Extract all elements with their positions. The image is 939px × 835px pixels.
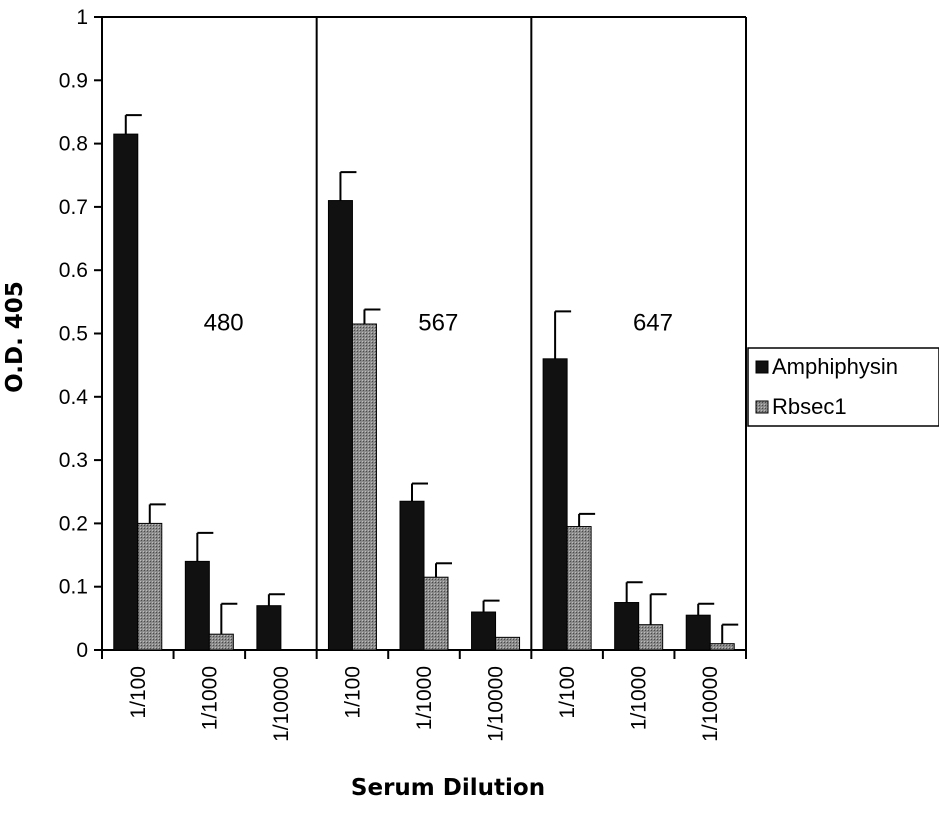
y-tick-label: 0.3 [59,449,88,472]
bar-amphiphysin [542,358,568,651]
x-axis: 1/100 1/1000 1/10000 1/100 1/1000 1/10000 1/10… [101,649,747,742]
bar-rbsec1 [351,323,377,651]
x-category-label: 1/1000 [413,666,436,730]
legend-box [747,347,939,427]
bar-amphiphysin [113,133,139,651]
bar-rbsec1 [495,636,521,651]
x-category-label: 1/1000 [628,666,651,730]
y-tick-label: 0.7 [59,196,88,219]
bars [113,114,739,651]
bar-rbsec1 [638,624,664,651]
legend-swatch-amphiphysin [755,360,769,374]
plot-area [102,16,747,650]
x-category-label: 1/10000 [699,666,722,742]
y-tick-label: 0.6 [59,259,88,282]
group-labels: 480 567 647 [204,309,673,336]
legend-label-amphiphysin: Amphiphysin [772,354,898,379]
y-axis-title: O.D. 405 [2,281,28,393]
bar-rbsec1 [566,526,592,651]
y-axis: 0 0.1 0.2 0.3 0.4 0.5 0.6 0.7 0.8 0.9 1 [59,6,103,662]
legend-swatch-rbsec1 [755,400,769,414]
y-tick-label: 1 [76,6,88,29]
bar-rbsec1 [137,522,163,651]
legend-label-rbsec1: Rbsec1 [772,394,847,419]
bar-amphiphysin [614,602,640,651]
x-category-label: 1/100 [341,666,364,719]
y-tick-label: 0.8 [59,133,88,156]
group-label: 567 [418,309,458,336]
y-tick-label: 0 [76,639,88,662]
bar-rbsec1 [423,576,449,651]
group-label: 480 [204,309,244,336]
x-category-label: 1/10000 [485,666,508,742]
bar-amphiphysin [471,611,497,651]
bar-amphiphysin [399,500,425,651]
x-category-label: 1/100 [556,666,579,719]
x-category-label: 1/100 [127,666,150,719]
bar-rbsec1 [709,643,735,651]
group-label: 647 [633,309,673,336]
y-tick-label: 0.1 [59,576,88,599]
y-tick-label: 0.4 [59,386,89,409]
legend: Amphiphysin Rbsec1 [747,347,939,427]
x-category-label: 1/10000 [270,666,293,742]
bar-amphiphysin [256,605,282,651]
y-tick-label: 0.5 [59,323,88,346]
bar-amphiphysin [327,200,353,651]
x-axis-title: Serum Dilution [351,775,545,801]
x-category-label: 1/1000 [198,666,221,730]
bar-amphiphysin [685,614,711,651]
y-tick-label: 0.2 [59,512,88,535]
y-tick-label: 0.9 [59,69,88,92]
bar-rbsec1 [208,633,234,651]
bar-amphiphysin [184,560,210,651]
